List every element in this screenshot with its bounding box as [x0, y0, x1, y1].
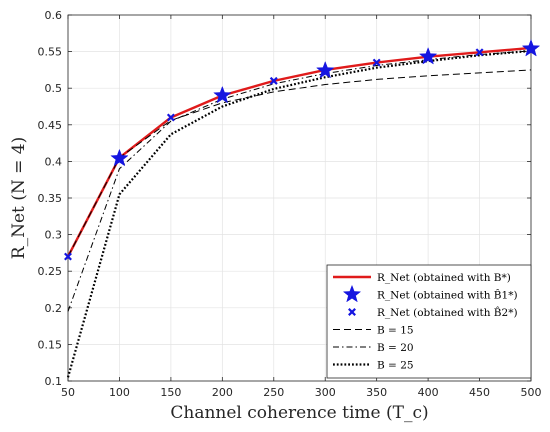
data-point-star [110, 148, 129, 167]
y-tick-label: 0.6 [45, 9, 63, 22]
series-line [66, 46, 532, 258]
x-tick-label: 400 [418, 386, 439, 399]
series-line [67, 50, 532, 312]
data-point-x [269, 76, 278, 85]
data-point-star [315, 60, 335, 79]
legend-box [326, 264, 532, 379]
data-point-star [213, 85, 232, 104]
x-tick-label: 150 [160, 386, 181, 399]
y-tick-label: 0.5 [45, 82, 63, 95]
legend-x-icon [348, 308, 356, 316]
data-point-x [475, 48, 484, 57]
legend-star-icon [342, 284, 362, 303]
legend-label: R_Net (obtained with B̂2*) [377, 306, 518, 319]
legend: R_Net (obtained with B*) R_Net (obtained … [326, 264, 532, 379]
y-tick-label: 0.2 [45, 302, 63, 315]
data-point-x [372, 58, 381, 67]
x-tick-label: 350 [366, 386, 387, 399]
x-axis-label: Channel coherence time (T_c) [170, 403, 428, 423]
legend-label: R_Net (obtained with B̂1*) [377, 289, 518, 302]
data-point-star [521, 38, 541, 57]
series-line [66, 49, 532, 378]
y-tick-label: 0.35 [38, 192, 63, 205]
y-tick-label: 0.1 [45, 375, 63, 388]
y-tick-label: 0.45 [38, 119, 63, 132]
y-tick-label: 0.25 [38, 265, 63, 278]
x-tick-label: 200 [212, 386, 233, 399]
legend-label: R_Net (obtained with B*) [377, 272, 511, 284]
legend-label: B = 15 [377, 325, 414, 337]
x-tick-label: 250 [263, 386, 284, 399]
legend-label: B = 25 [377, 360, 414, 372]
x-tick-label: 300 [315, 386, 336, 399]
legend-label: B = 20 [377, 342, 414, 354]
data-point-x [64, 252, 72, 261]
x-tick-label: 100 [109, 386, 130, 399]
data-point-star [418, 47, 438, 65]
x-tick-label: 500 [521, 386, 542, 399]
x-tick-label: 50 [61, 386, 75, 399]
y-tick-label: 0.55 [38, 46, 63, 59]
series-line [67, 69, 532, 257]
y-tick-label: 0.15 [38, 338, 63, 351]
y-axis-label: R_Net (N = 4) [9, 137, 29, 259]
data-point-x [166, 113, 175, 122]
y-tick-label: 0.3 [45, 229, 63, 242]
x-tick-label: 450 [469, 386, 490, 399]
y-tick-label: 0.4 [45, 155, 63, 168]
